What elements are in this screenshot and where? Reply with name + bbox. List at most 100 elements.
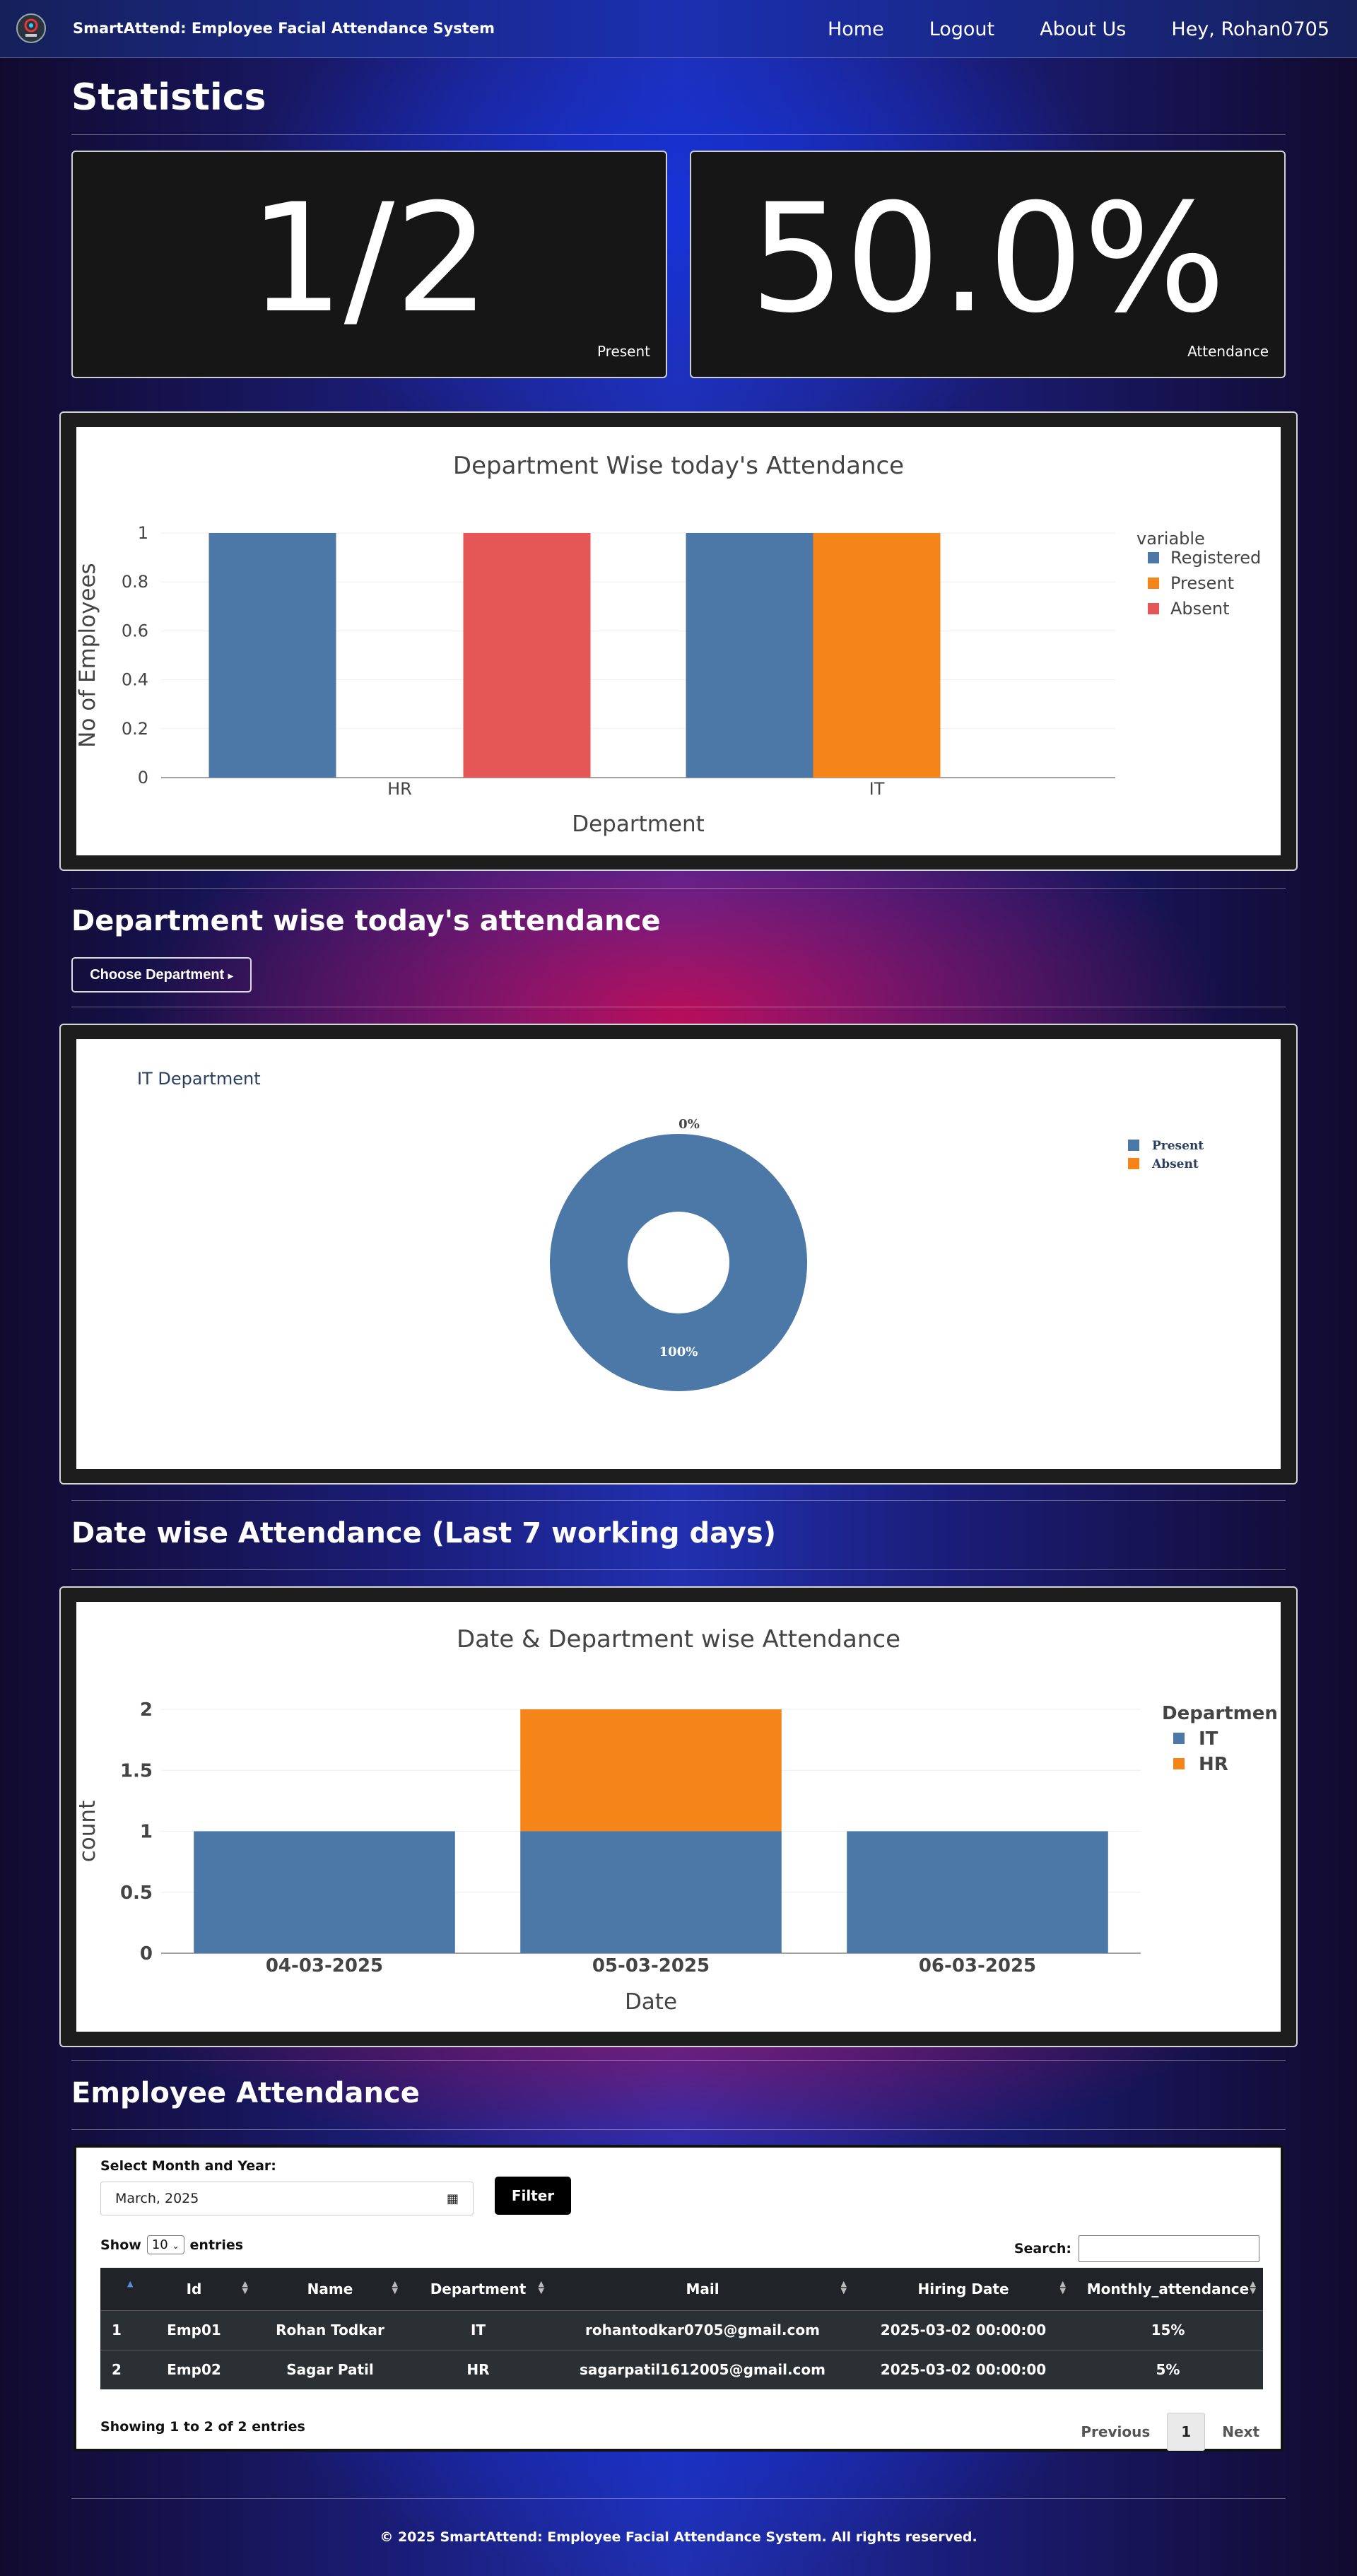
chart-title: Date & Department wise Attendance [457, 1625, 900, 1653]
column-header-monthly-attendance[interactable]: Monthly_attendance ▲ ▼ [1073, 2268, 1263, 2310]
table-cell: rohantodkar0705@gmail.com [551, 2309, 854, 2350]
nav-about-link[interactable]: About Us [1040, 18, 1127, 40]
date-chart: Date & Department wise Attendance 0 0.5 1 1.… [76, 1602, 1281, 2032]
app-logo[interactable] [16, 13, 47, 44]
table-header-row: ▲ Id ▲ ▼ Name ▲ ▼ Department ▲ ▼ Mail ▲ ▼ Hiring… [100, 2268, 1263, 2310]
navbar: SmartAttend: Employee Facial Attendance … [0, 0, 1357, 58]
brand-title[interactable]: SmartAttend: Employee Facial Attendance … [73, 20, 495, 37]
bar-present [813, 533, 941, 778]
present-card: 1/2 Present [71, 151, 667, 378]
column-header-mail[interactable]: Mail ▲ ▼ [551, 2268, 854, 2310]
previous-button[interactable]: Previous [1081, 2423, 1151, 2440]
column-header-index[interactable]: ▲ [100, 2268, 133, 2310]
date-section-title: Date wise Attendance (Last 7 working day… [71, 1517, 777, 1550]
filter-button[interactable]: Filter [495, 2177, 571, 2215]
table-row[interactable]: 1 Emp01 Rohan Todkar IT rohantodkar0705@… [100, 2309, 1263, 2350]
divider [71, 1500, 1286, 1501]
search-input[interactable] [1079, 2235, 1259, 2262]
present-value: 1/2 [248, 171, 490, 346]
y-tick-label: 0.8 [122, 572, 148, 592]
entries-label: entries [189, 2237, 244, 2253]
bar-it [194, 1831, 455, 1953]
entries-select[interactable]: 10 ⌄ [146, 2235, 184, 2254]
legend-label: Absent [1170, 599, 1230, 619]
legend-title: variable [1136, 529, 1205, 549]
pie-chart-frame: IT Department 100% 0% Present Absent [59, 1024, 1298, 1485]
column-header-label: Department [430, 2280, 527, 2297]
divider [71, 134, 1286, 135]
column-header-hiring-date[interactable]: Hiring Date ▲ ▼ [854, 2268, 1073, 2310]
table-cell: 15% [1073, 2309, 1263, 2350]
legend-swatch [1148, 578, 1159, 589]
column-header-label: Hiring Date [917, 2280, 1009, 2297]
legend-label: Absent [1151, 1157, 1199, 1171]
x-tick-label: HR [387, 779, 412, 799]
attendance-value: 50.0% [749, 171, 1226, 346]
user-greeting[interactable]: Hey, Rohan0705 [1171, 18, 1329, 40]
legend-swatch [1128, 1158, 1139, 1169]
y-tick-label: 0.5 [120, 1883, 153, 1904]
dept-chart: Department Wise today's Attendance 0 0.2 0.… [76, 427, 1281, 855]
sort-icon: ▲ ▼ [840, 2279, 847, 2295]
sort-icon: ▲ [127, 2279, 134, 2288]
table-cell: IT [405, 2309, 551, 2350]
statistics-title: Statistics [71, 76, 266, 119]
y-axis-label: No of Employees [76, 563, 100, 747]
legend-label: IT [1199, 1728, 1218, 1750]
legend-swatch [1128, 1140, 1139, 1151]
table-cell: 2025-03-02 00:00:00 [854, 2349, 1073, 2389]
sort-icon: ▲ ▼ [1250, 2279, 1256, 2295]
search-control: Search: [1014, 2235, 1259, 2262]
column-header-id[interactable]: Id ▲ ▼ [133, 2268, 255, 2310]
table-cell: 2025-03-02 00:00:00 [854, 2309, 1073, 2350]
x-tick-label: 06-03-2025 [919, 1955, 1036, 1977]
pagination: Previous 1 Next [1081, 2413, 1259, 2451]
nav-home-link[interactable]: Home [827, 18, 884, 40]
pie-slice-label: 100% [659, 1345, 698, 1359]
y-tick-label: 1 [140, 1822, 153, 1843]
bar-registered [208, 533, 336, 778]
next-button[interactable]: Next [1222, 2423, 1259, 2440]
dept-chart-frame: Department Wise today's Attendance 0 0.2 0.… [59, 411, 1298, 871]
y-tick-label: 1.5 [120, 1760, 153, 1781]
x-tick-label: IT [869, 779, 885, 799]
y-tick-label: 1 [138, 523, 148, 543]
dept-section-title: Department wise today's attendance [71, 905, 661, 937]
x-axis-label: Department [572, 812, 705, 837]
table-cell: 5% [1073, 2349, 1263, 2389]
bar-it [520, 1831, 782, 1953]
legend-label: Registered [1170, 548, 1261, 568]
dept-pie-chart-svg: IT Department 100% 0% Present Absent [137, 1069, 1204, 1391]
search-label: Search: [1014, 2241, 1071, 2256]
page-1-button[interactable]: 1 [1167, 2413, 1206, 2451]
legend-swatch [1148, 552, 1159, 563]
table-cell: HR [405, 2349, 551, 2389]
table-row[interactable]: 2 Emp02 Sagar Patil HR sagarpatil1612005… [100, 2349, 1263, 2389]
table-cell: 2 [100, 2349, 133, 2389]
y-tick-label: 0 [138, 768, 148, 788]
dept-bar-chart-svg: Department Wise today's Attendance 0 0.2 0.… [76, 452, 1261, 837]
legend-label: Present [1152, 1139, 1204, 1153]
calendar-icon[interactable]: ▦ [446, 2191, 459, 2206]
chart-title: IT Department [137, 1069, 261, 1089]
divider [71, 2129, 1286, 2130]
column-header-label: Name [307, 2280, 353, 2297]
show-label: Show [100, 2237, 141, 2253]
legend-swatch [1148, 603, 1159, 614]
attendance-label: Attendance [1187, 343, 1269, 360]
column-header-name[interactable]: Name ▲ ▼ [255, 2268, 405, 2310]
month-year-input[interactable]: March, 2025 ▦ [100, 2182, 474, 2215]
table-info: Showing 1 to 2 of 2 entries [100, 2419, 305, 2435]
y-tick-label: 0.6 [122, 621, 148, 640]
attendance-card: 50.0% Attendance [690, 151, 1286, 378]
present-label: Present [597, 343, 650, 360]
caret-right-icon: ▸ [228, 969, 233, 981]
table-cell: Emp01 [133, 2309, 255, 2350]
sort-icon: ▲ ▼ [242, 2279, 248, 2295]
column-header-department[interactable]: Department ▲ ▼ [405, 2268, 551, 2310]
table-cell: Rohan Todkar [255, 2309, 405, 2350]
nav-logout-link[interactable]: Logout [929, 18, 995, 40]
bar-it [847, 1831, 1108, 1953]
table-cell: Emp02 [133, 2349, 255, 2389]
choose-department-button[interactable]: Choose Department ▸ [71, 957, 252, 993]
